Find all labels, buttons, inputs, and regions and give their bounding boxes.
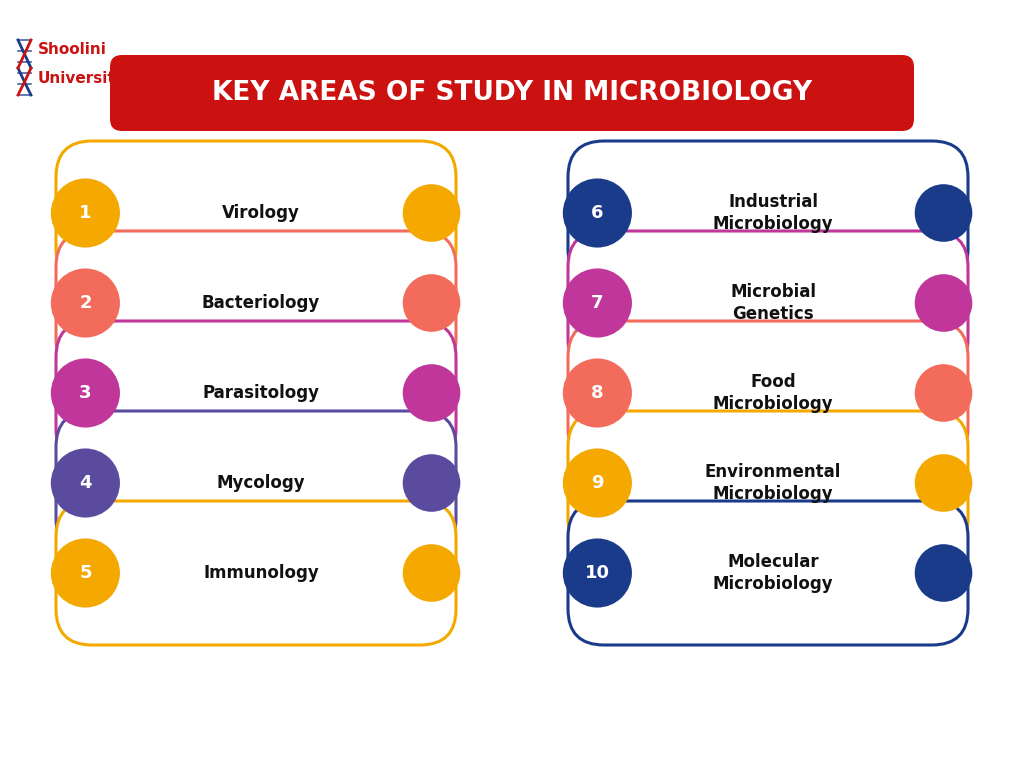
Text: Bacteriology: Bacteriology <box>202 294 321 312</box>
Text: Microbial
Genetics: Microbial Genetics <box>730 283 816 323</box>
Circle shape <box>563 359 632 428</box>
Text: 5: 5 <box>79 564 91 582</box>
Text: Food
Microbiology: Food Microbiology <box>713 373 834 413</box>
Text: 2: 2 <box>79 294 91 312</box>
Text: Parasitology: Parasitology <box>203 384 319 402</box>
Circle shape <box>51 269 120 338</box>
Circle shape <box>563 538 632 607</box>
Circle shape <box>402 274 461 332</box>
Circle shape <box>402 454 461 511</box>
Text: University: University <box>38 71 126 85</box>
Text: Immunology: Immunology <box>203 564 318 582</box>
FancyBboxPatch shape <box>56 411 456 555</box>
Text: Virology: Virology <box>222 204 300 222</box>
Text: Shoolini: Shoolini <box>38 42 106 58</box>
Text: KEY AREAS OF STUDY IN MICROBIOLOGY: KEY AREAS OF STUDY IN MICROBIOLOGY <box>212 80 812 106</box>
Circle shape <box>914 454 973 511</box>
Circle shape <box>402 364 461 422</box>
Text: 1: 1 <box>79 204 91 222</box>
Circle shape <box>563 269 632 338</box>
FancyBboxPatch shape <box>568 141 968 285</box>
Text: 6: 6 <box>591 204 603 222</box>
Text: Molecular
Microbiology: Molecular Microbiology <box>713 553 834 593</box>
Circle shape <box>51 359 120 428</box>
Text: 9: 9 <box>591 474 603 492</box>
Text: 7: 7 <box>591 294 603 312</box>
Circle shape <box>914 364 973 422</box>
Circle shape <box>914 184 973 242</box>
FancyBboxPatch shape <box>56 231 456 375</box>
Text: Mycology: Mycology <box>217 474 305 492</box>
Circle shape <box>402 545 461 602</box>
FancyBboxPatch shape <box>568 231 968 375</box>
FancyBboxPatch shape <box>56 321 456 465</box>
Text: 8: 8 <box>591 384 604 402</box>
Text: 10: 10 <box>585 564 610 582</box>
FancyBboxPatch shape <box>568 321 968 465</box>
Circle shape <box>563 449 632 518</box>
Text: 4: 4 <box>79 474 91 492</box>
FancyBboxPatch shape <box>56 141 456 285</box>
Circle shape <box>51 538 120 607</box>
FancyBboxPatch shape <box>568 411 968 555</box>
Text: 3: 3 <box>79 384 91 402</box>
Text: Industrial
Microbiology: Industrial Microbiology <box>713 193 834 233</box>
FancyBboxPatch shape <box>568 501 968 645</box>
Circle shape <box>51 178 120 247</box>
Circle shape <box>563 178 632 247</box>
Text: Environmental
Microbiology: Environmental Microbiology <box>705 463 841 503</box>
Circle shape <box>914 274 973 332</box>
Circle shape <box>402 184 461 242</box>
Circle shape <box>914 545 973 602</box>
Circle shape <box>51 449 120 518</box>
FancyBboxPatch shape <box>56 501 456 645</box>
FancyBboxPatch shape <box>110 55 914 131</box>
